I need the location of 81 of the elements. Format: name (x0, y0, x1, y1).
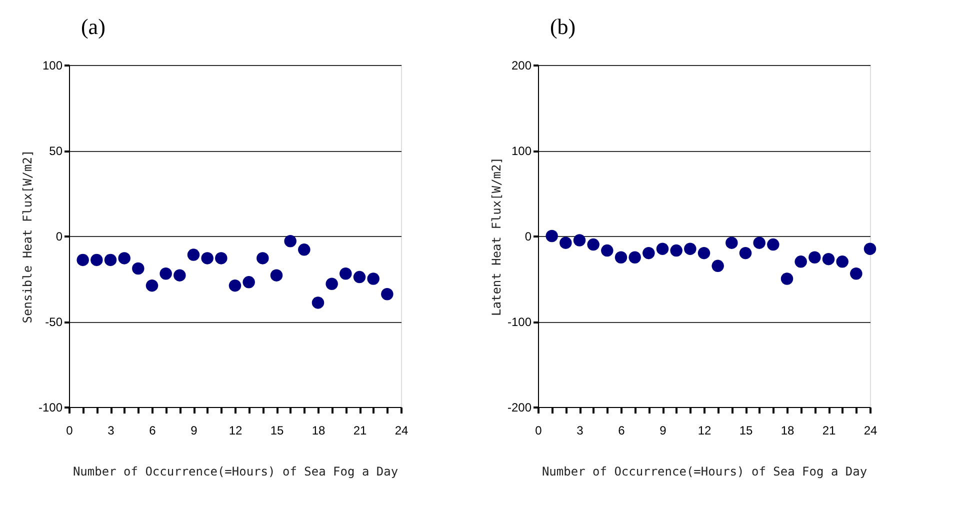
chart-title: (b) (550, 14, 576, 39)
point (174, 269, 186, 282)
y-tick-label: -100 (38, 400, 63, 414)
point (367, 272, 380, 285)
x-tick-label: 15 (739, 424, 753, 438)
point (726, 236, 738, 249)
x-tick-label: 21 (353, 424, 367, 438)
x-axis-title: Number of Occurrence(=Hours) of Sea Fog a Day (542, 464, 868, 478)
point (118, 252, 130, 264)
point (312, 296, 324, 309)
point (340, 268, 352, 280)
point (601, 244, 614, 257)
x-tick-label: 12 (698, 424, 712, 438)
point (298, 244, 310, 256)
point (146, 279, 158, 292)
point (836, 256, 848, 268)
point (104, 254, 117, 266)
x-tick-label: 6 (149, 424, 156, 438)
x-tick-label: 6 (618, 424, 626, 438)
point (587, 238, 600, 251)
point (353, 270, 366, 284)
point (712, 260, 724, 272)
point (642, 246, 655, 260)
point (780, 272, 794, 285)
point (256, 252, 269, 264)
y-tick-label: 100 (511, 144, 532, 158)
y-tick-label: -100 (507, 315, 532, 329)
point (753, 236, 766, 249)
point (808, 251, 821, 264)
point (187, 248, 200, 261)
point (614, 251, 628, 264)
point (76, 254, 89, 266)
point (90, 254, 103, 266)
y-tick-label: -200 (507, 400, 532, 414)
point (822, 252, 835, 266)
point (670, 244, 682, 257)
y-tick-label: 50 (49, 144, 63, 158)
point (864, 242, 876, 255)
point (698, 246, 710, 260)
point (215, 252, 228, 264)
point (546, 230, 558, 242)
point (684, 242, 696, 255)
x-tick-label: 18 (312, 424, 326, 438)
point (160, 268, 172, 280)
chart-title: (a) (80, 14, 106, 39)
x-tick-label: 0 (535, 424, 542, 438)
point (381, 288, 394, 300)
point (270, 269, 283, 282)
point (739, 246, 752, 260)
point (242, 276, 255, 288)
point (573, 234, 586, 246)
x-tick-label: 18 (780, 424, 794, 438)
y-tick-label: 0 (56, 230, 63, 244)
point (850, 268, 862, 280)
x-tick-label: 15 (270, 424, 284, 438)
x-tick-label: 12 (228, 424, 242, 438)
x-tick-label: 9 (190, 424, 198, 438)
x-tick-label: 0 (66, 424, 74, 438)
x-tick-label: 24 (394, 424, 408, 438)
point (201, 252, 214, 264)
y-tick-label: 0 (524, 230, 532, 244)
y-tick-label: 200 (511, 58, 532, 72)
x-axis-title: Number of Occurrence(=Hours) of Sea Fog a Day (72, 464, 398, 478)
point (656, 242, 669, 255)
point (228, 279, 242, 292)
point (794, 256, 807, 268)
x-tick-label: 3 (576, 424, 584, 438)
x-tick-label: 21 (822, 424, 836, 438)
point (560, 236, 572, 249)
y-axis-title: Latent Heat Flux[W/m2] (489, 157, 504, 316)
point (284, 235, 296, 248)
y-axis-title: Sensible Heat Flux[W/m2] (20, 150, 34, 324)
y-tick-label: -50 (45, 315, 63, 329)
point (326, 278, 338, 290)
x-tick-label: 3 (108, 424, 115, 438)
y-tick-label: 100 (42, 58, 63, 72)
point (767, 238, 780, 251)
x-tick-label: 24 (864, 424, 878, 438)
x-tick-label: 9 (660, 424, 667, 438)
point (628, 251, 641, 264)
point (132, 262, 144, 275)
